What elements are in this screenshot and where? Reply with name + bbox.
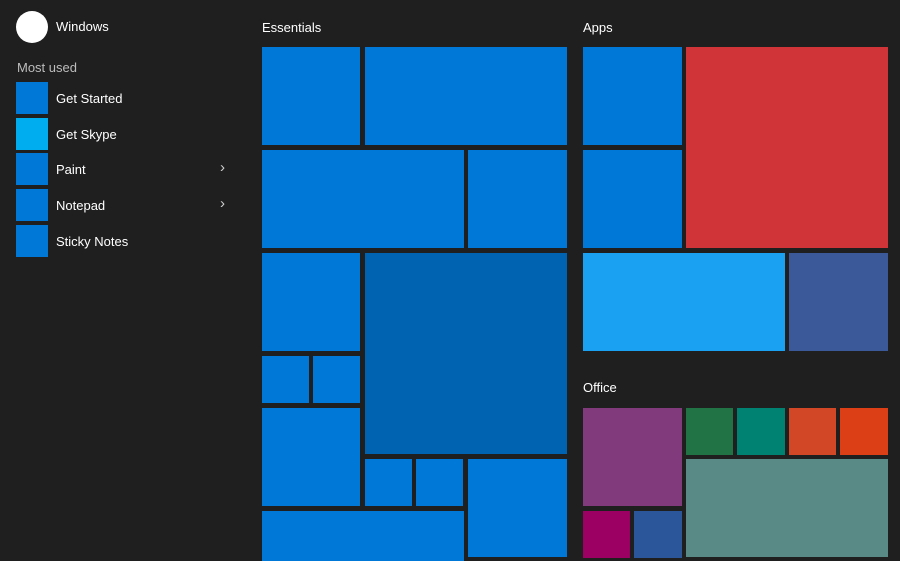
office-tile[interactable] bbox=[583, 408, 682, 506]
office-group-title[interactable]: Office bbox=[583, 380, 617, 395]
paint-icon bbox=[16, 153, 48, 185]
get-started-icon bbox=[16, 82, 48, 114]
essentials-tile[interactable] bbox=[262, 511, 464, 561]
apps-group-title[interactable]: Apps bbox=[583, 20, 613, 35]
office-small-tile[interactable] bbox=[583, 511, 630, 558]
office-wide-tile[interactable] bbox=[686, 459, 888, 557]
user-name[interactable]: Windows bbox=[56, 19, 109, 34]
sticky-notes-icon bbox=[16, 225, 48, 257]
chevron-right-icon[interactable]: › bbox=[220, 159, 225, 176]
essentials-small-tile[interactable] bbox=[262, 356, 309, 403]
office-small-tile[interactable] bbox=[737, 408, 785, 455]
apps-tile[interactable] bbox=[583, 47, 682, 145]
app-item-label: Notepad bbox=[56, 198, 106, 213]
most-used-heading: Most used bbox=[17, 60, 77, 75]
app-item-label: Sticky Notes bbox=[56, 234, 129, 249]
office-small-tile[interactable] bbox=[840, 408, 888, 455]
app-item-label: Paint bbox=[56, 162, 86, 177]
app-item-get-skype[interactable]: Get Skype bbox=[16, 118, 236, 150]
apps-large-tile[interactable] bbox=[686, 47, 888, 248]
essentials-tile[interactable] bbox=[468, 459, 567, 557]
apps-tile[interactable] bbox=[789, 253, 888, 351]
essentials-small-tile[interactable] bbox=[365, 459, 412, 506]
start-left-pane: Windows Most used Get Started Get Skype … bbox=[0, 0, 245, 561]
app-item-paint[interactable]: Paint › bbox=[16, 153, 236, 185]
app-item-label: Get Skype bbox=[56, 127, 117, 142]
essentials-tile[interactable] bbox=[468, 150, 567, 248]
app-item-label: Get Started bbox=[56, 91, 123, 106]
essentials-tile[interactable] bbox=[262, 253, 360, 351]
app-item-notepad[interactable]: Notepad › bbox=[16, 189, 236, 221]
essentials-large-tile[interactable] bbox=[365, 253, 567, 454]
app-item-get-started[interactable]: Get Started bbox=[16, 82, 236, 114]
essentials-tile[interactable] bbox=[262, 408, 360, 506]
essentials-small-tile[interactable] bbox=[416, 459, 463, 506]
apps-wide-tile[interactable] bbox=[583, 253, 785, 351]
essentials-small-tile[interactable] bbox=[313, 356, 360, 403]
essentials-tile[interactable] bbox=[262, 47, 360, 145]
notepad-icon bbox=[16, 189, 48, 221]
office-small-tile[interactable] bbox=[789, 408, 836, 455]
office-small-tile[interactable] bbox=[686, 408, 733, 455]
apps-tile[interactable] bbox=[583, 150, 682, 248]
app-item-sticky-notes[interactable]: Sticky Notes bbox=[16, 225, 236, 257]
chevron-right-icon[interactable]: › bbox=[220, 195, 225, 212]
essentials-tile[interactable] bbox=[365, 47, 567, 145]
essentials-tile[interactable] bbox=[262, 150, 464, 248]
office-small-tile[interactable] bbox=[634, 511, 682, 558]
essentials-group-title[interactable]: Essentials bbox=[262, 20, 322, 35]
get-skype-icon bbox=[16, 118, 48, 150]
user-avatar[interactable] bbox=[16, 11, 48, 43]
